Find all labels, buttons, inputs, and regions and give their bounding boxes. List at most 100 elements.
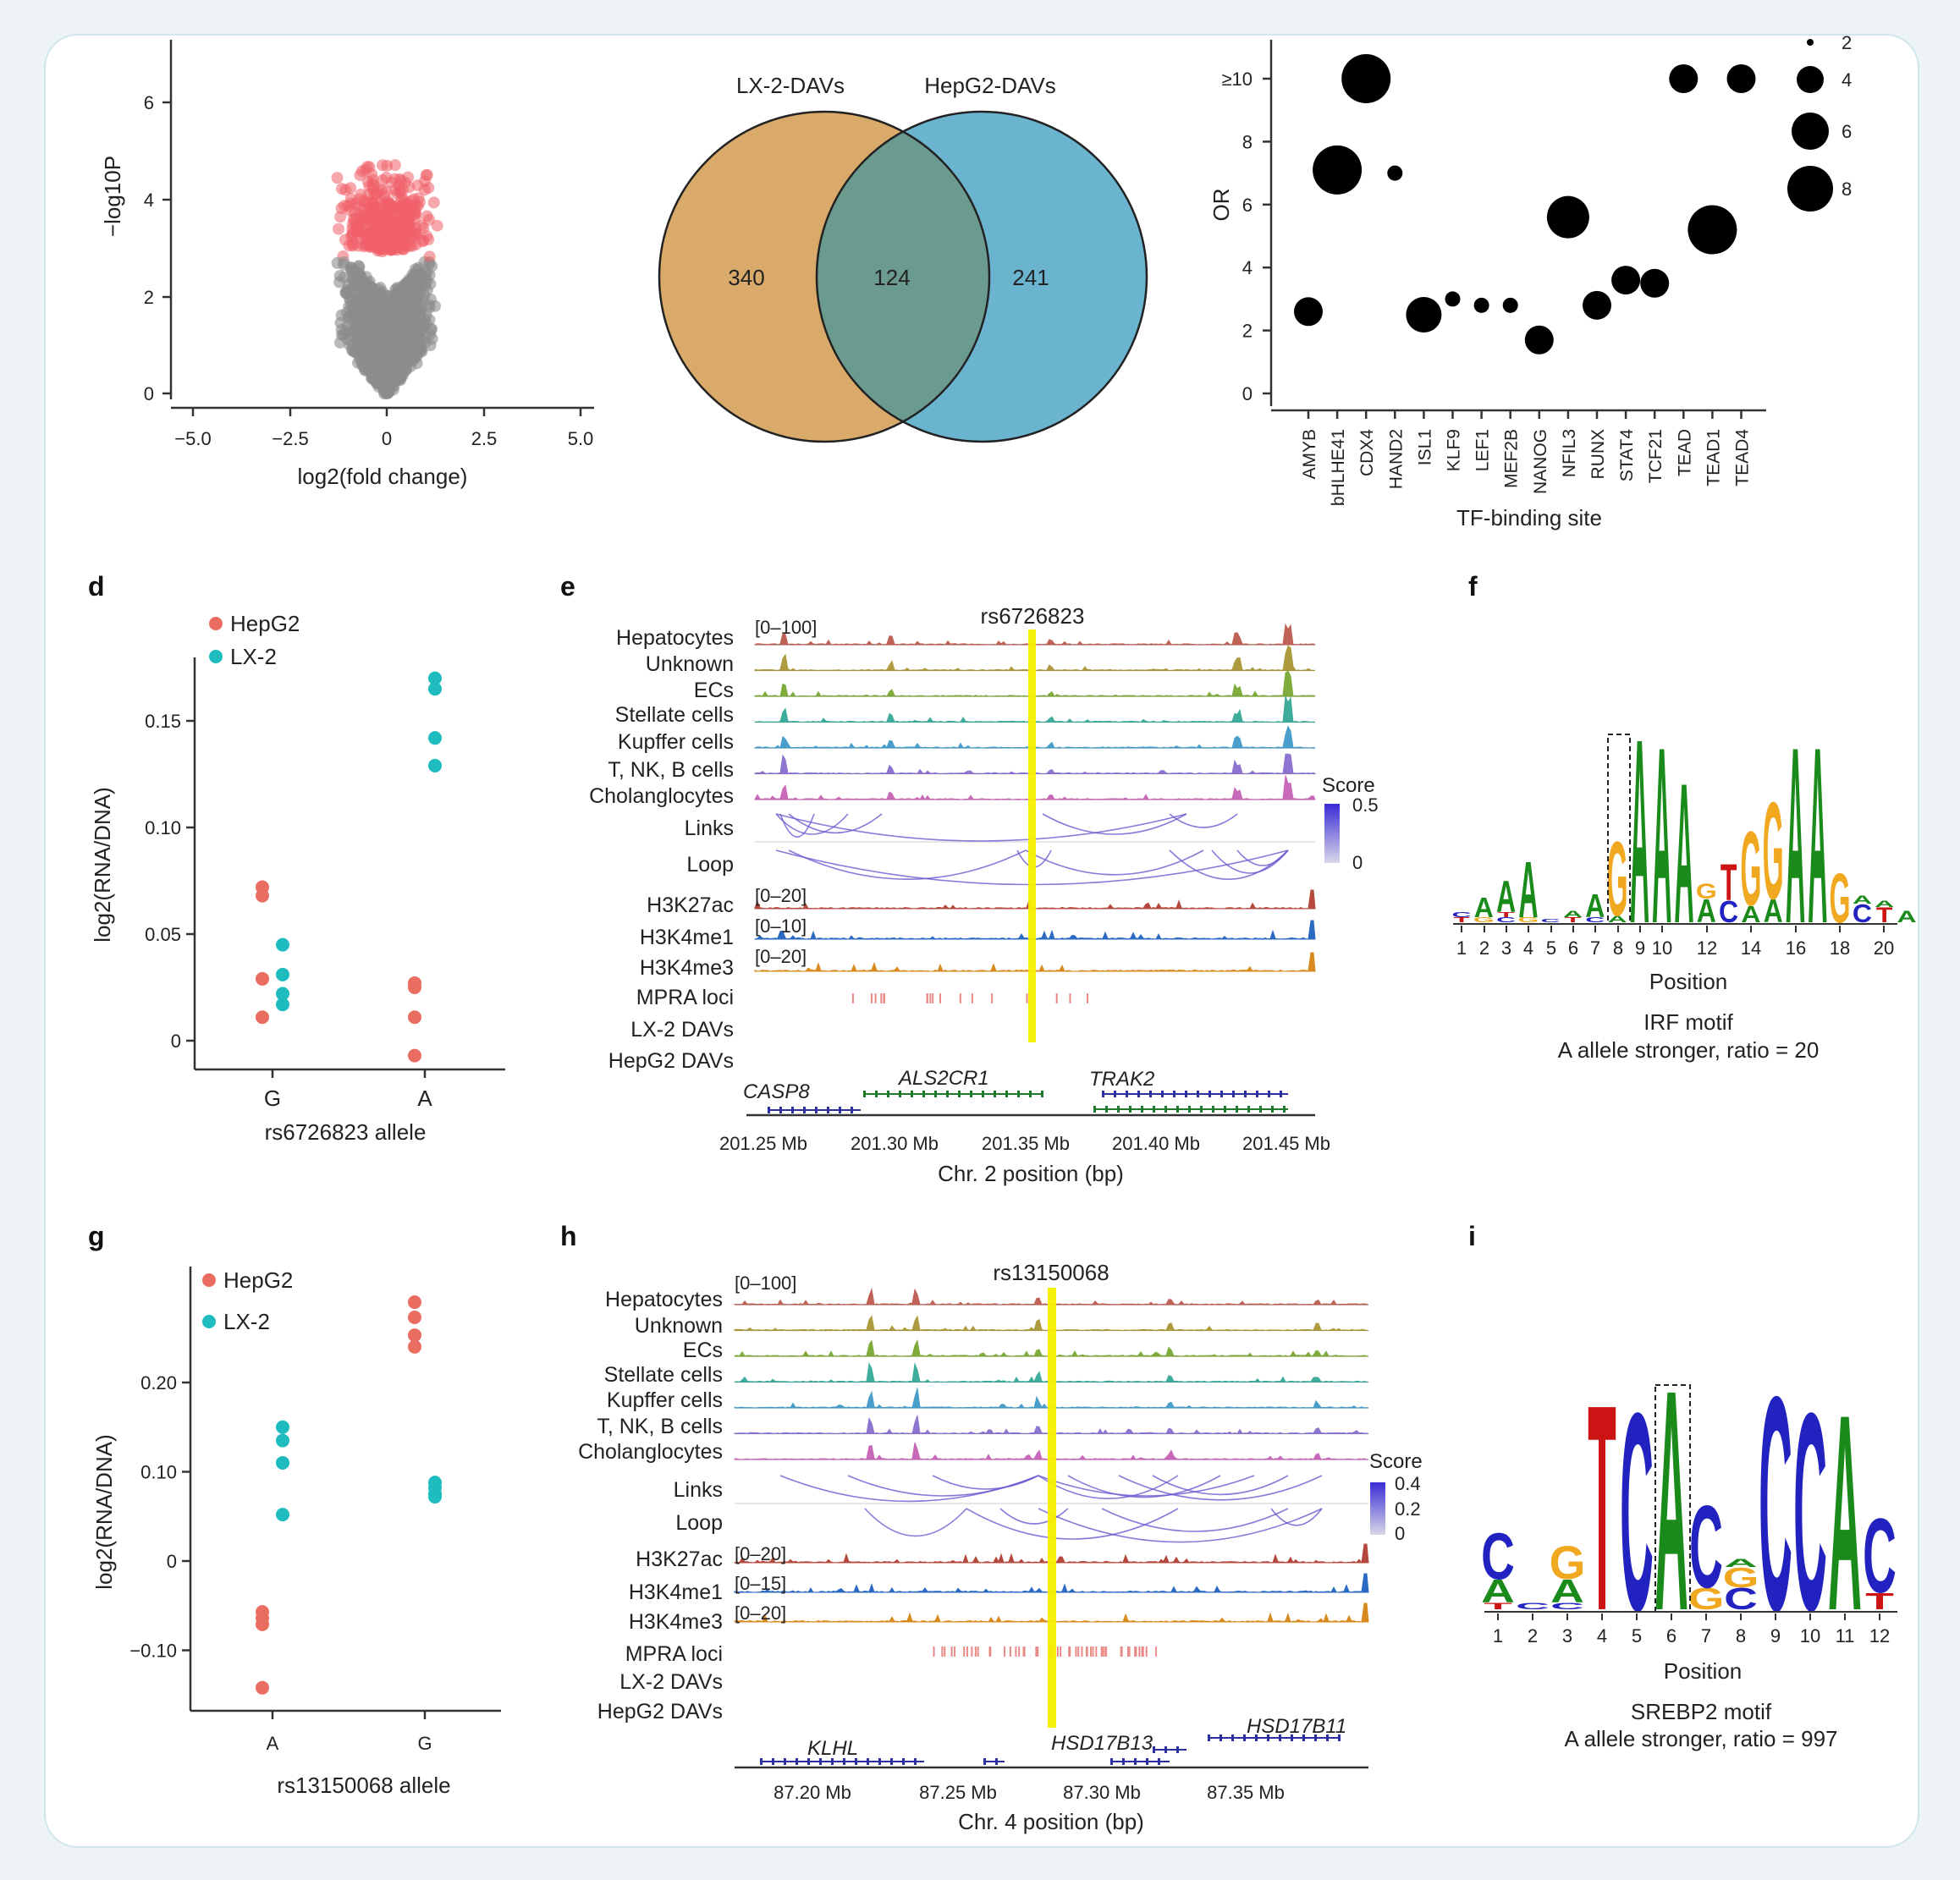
h-mpra-locus bbox=[1009, 1646, 1011, 1657]
logo-letter-g: G bbox=[1607, 821, 1628, 939]
c-bubbles bbox=[1294, 54, 1756, 355]
logo-letter-t: T bbox=[1876, 904, 1893, 927]
volcano-point bbox=[426, 260, 438, 272]
volcano-point bbox=[385, 326, 398, 338]
volcano-point bbox=[333, 223, 345, 235]
volcano-point bbox=[367, 188, 380, 201]
gene-exon bbox=[791, 1107, 794, 1113]
volcano-point bbox=[388, 233, 401, 245]
h-xtick-1: 87.25 Mb bbox=[919, 1782, 997, 1803]
a-ylabel: −log10P bbox=[100, 156, 125, 237]
h-score-title: Score bbox=[1369, 1450, 1423, 1473]
logo-letter-t: T bbox=[1453, 916, 1471, 924]
h-mpra-locus bbox=[1015, 1646, 1017, 1657]
i-xticks: 1 2 3 4 5 6 7 8 9 10 11 12 bbox=[1493, 1613, 1890, 1646]
volcano-point bbox=[344, 182, 357, 195]
gene-exon bbox=[1114, 1091, 1116, 1097]
d-point-hepg2 bbox=[408, 981, 421, 994]
volcano-points bbox=[331, 159, 443, 399]
volcano-point bbox=[348, 325, 361, 338]
logo-letter-c: C bbox=[1719, 895, 1738, 929]
gene-exon bbox=[1208, 1091, 1211, 1097]
gene-exon bbox=[851, 1107, 853, 1113]
logo-tick-label: 4 bbox=[1523, 937, 1533, 959]
e-panel-letter: e bbox=[560, 571, 575, 602]
logo-letter-a: A bbox=[1808, 695, 1827, 976]
d-point-lx-2 bbox=[276, 967, 289, 981]
gene-exon bbox=[815, 1107, 818, 1113]
logo-letter-a: A bbox=[1724, 1557, 1758, 1569]
c-bubble-tead bbox=[1669, 64, 1698, 93]
volcano-point bbox=[392, 335, 405, 348]
h-mpra-locus bbox=[1128, 1646, 1131, 1657]
gene-exon bbox=[1093, 1106, 1096, 1113]
h-loop-arc bbox=[864, 1508, 967, 1537]
e-link-arc bbox=[1169, 813, 1238, 828]
venn-left-count: 340 bbox=[728, 265, 764, 290]
h-mpra-locus bbox=[950, 1646, 953, 1657]
e-mpra-locus bbox=[883, 993, 885, 1003]
h-score-tick-2: 0 bbox=[1395, 1523, 1405, 1544]
c-xtick-label: CDX4 bbox=[1357, 429, 1377, 476]
gene-exon bbox=[1326, 1734, 1329, 1741]
e-mpra-locus bbox=[926, 993, 928, 1003]
gene-exon bbox=[1117, 1106, 1120, 1113]
volcano-point bbox=[423, 299, 436, 311]
h-xtick-0: 87.20 Mb bbox=[774, 1782, 851, 1803]
volcano-point bbox=[359, 355, 372, 367]
gene-exon bbox=[1005, 1091, 1008, 1097]
h-mpra-locus bbox=[1126, 1646, 1129, 1657]
e-label-lx2davs: LX-2 DAVs bbox=[630, 1018, 734, 1042]
panel-e-genome-browser: e rs6726823 [0–100] Hepatocytes Unknown … bbox=[560, 571, 1379, 1186]
e-score-title: Score bbox=[1322, 774, 1375, 797]
gene-exon bbox=[1291, 1734, 1293, 1741]
e-mpra-locus bbox=[1055, 993, 1058, 1003]
gene-exon bbox=[1247, 1106, 1250, 1113]
gene-exon bbox=[807, 1758, 810, 1765]
h-mpra-locus bbox=[1120, 1646, 1123, 1657]
e-label-unknown: Unknown bbox=[646, 652, 734, 676]
gene-exon bbox=[1255, 1734, 1258, 1741]
h-mpra-locus bbox=[1075, 1646, 1077, 1657]
venn-left-label: LX-2-DAVs bbox=[736, 73, 845, 98]
h-label-hepatocytes: Hepatocytes bbox=[605, 1288, 723, 1311]
g-point-hepg2 bbox=[408, 1310, 421, 1324]
d-point-lx-2 bbox=[428, 671, 442, 685]
logo-letter-c: C bbox=[1516, 1601, 1550, 1611]
c-ytick-label: 0 bbox=[1242, 383, 1253, 404]
e-mpra-locus bbox=[870, 993, 873, 1003]
h-mpra-locus bbox=[1081, 1646, 1083, 1657]
logo-tick-label: 8 bbox=[1613, 937, 1623, 959]
logo-letter-a: A bbox=[1630, 684, 1649, 978]
gene-exon bbox=[1268, 1091, 1270, 1097]
gene-exon bbox=[922, 1091, 925, 1097]
logo-letter-g: G bbox=[1473, 916, 1495, 924]
gene-exon bbox=[1134, 1758, 1137, 1765]
d-points bbox=[256, 671, 442, 1063]
c-ylabel: OR bbox=[1208, 189, 1234, 222]
logo-letter-c: C bbox=[1724, 1581, 1758, 1615]
volcano-point bbox=[387, 298, 399, 311]
gene-exon bbox=[1141, 1106, 1143, 1113]
gene-exon bbox=[995, 1758, 998, 1765]
d-point-hepg2 bbox=[256, 971, 269, 986]
logo-letter-c: C bbox=[1451, 911, 1471, 919]
c-bubble-tead4 bbox=[1726, 64, 1756, 93]
c-xtick-label: LEF1 bbox=[1473, 429, 1493, 471]
logo-tick-label: 6 bbox=[1568, 937, 1578, 959]
gene-exon bbox=[863, 1091, 866, 1097]
gene-exon bbox=[1219, 1734, 1222, 1741]
h-link-arc bbox=[1152, 1475, 1289, 1496]
g-ytick-label: 0 bbox=[167, 1551, 177, 1572]
logo-letter-c: C bbox=[1481, 1520, 1515, 1594]
gene-exon bbox=[1302, 1734, 1305, 1741]
e-xlabel: Chr. 2 position (bp) bbox=[938, 1161, 1124, 1186]
h-mpra-locus bbox=[971, 1646, 973, 1657]
i-subtitle: A allele stronger, ratio = 997 bbox=[1564, 1726, 1837, 1751]
e-mpra-locus bbox=[939, 993, 942, 1003]
gene-exon bbox=[958, 1091, 961, 1097]
gene-exon bbox=[1102, 1091, 1104, 1097]
h-mpra-locus bbox=[954, 1646, 956, 1657]
